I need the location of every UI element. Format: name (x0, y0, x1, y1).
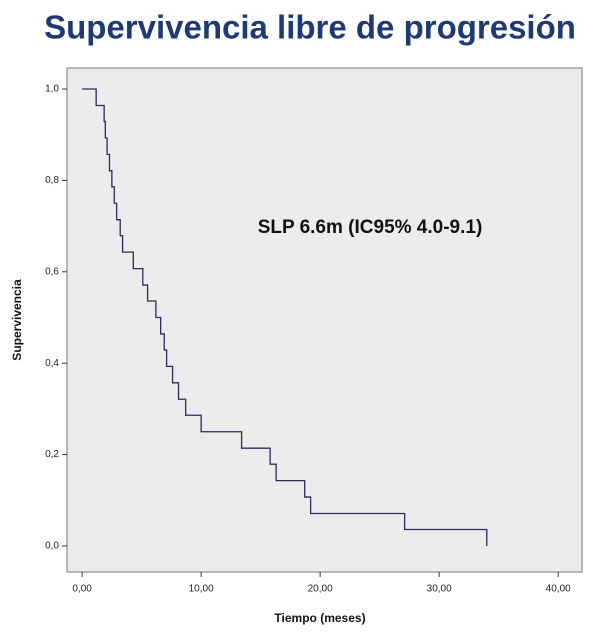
y-tick-label: 1,0 (45, 84, 59, 95)
x-tick-label: 30,00 (427, 584, 452, 595)
y-tick-label: 0,6 (45, 266, 59, 277)
y-tick-label: 0,2 (45, 449, 59, 460)
y-axis-label: Supervivencia (10, 279, 24, 361)
y-tick-label: 0,8 (45, 175, 59, 186)
x-tick-label: 10,00 (189, 584, 214, 595)
annotation: SLP 6.6m (IC95% 4.0-9.1) (258, 217, 483, 238)
x-tick-label: 40,00 (546, 584, 571, 595)
y-tick-label: 0,0 (45, 541, 59, 552)
x-tick-label: 20,00 (308, 584, 333, 595)
x-axis-label: Tiempo (meses) (274, 611, 365, 625)
x-tick-label: 0,00 (72, 584, 92, 595)
survival-curve (82, 88, 488, 546)
plot-area (66, 67, 583, 573)
chart-title: Supervivencia libre de progresión (44, 9, 576, 46)
y-tick-label: 0,4 (45, 358, 59, 369)
